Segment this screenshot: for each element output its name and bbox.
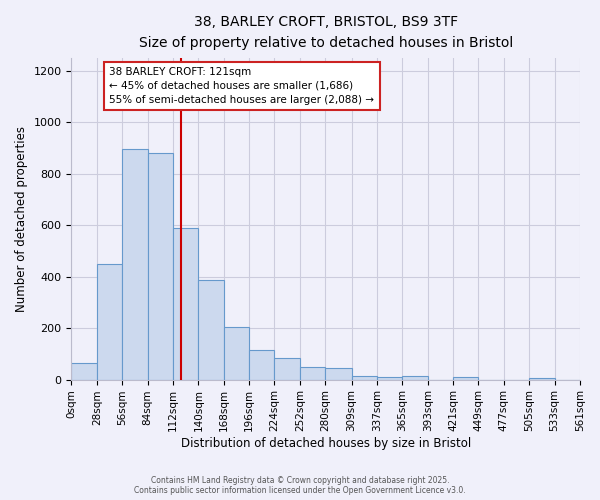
Bar xyxy=(274,358,300,380)
Bar xyxy=(403,376,428,380)
Text: 38 BARLEY CROFT: 121sqm
← 45% of detached houses are smaller (1,686)
55% of semi: 38 BARLEY CROFT: 121sqm ← 45% of detache… xyxy=(109,66,374,104)
Bar xyxy=(377,377,403,380)
Bar xyxy=(529,378,554,380)
Bar xyxy=(224,327,249,380)
X-axis label: Distribution of detached houses by size in Bristol: Distribution of detached houses by size … xyxy=(181,437,471,450)
Text: Contains HM Land Registry data © Crown copyright and database right 2025.
Contai: Contains HM Land Registry data © Crown c… xyxy=(134,476,466,495)
Bar xyxy=(249,350,274,380)
Bar xyxy=(325,368,352,380)
Bar xyxy=(97,264,122,380)
Bar xyxy=(173,228,199,380)
Y-axis label: Number of detached properties: Number of detached properties xyxy=(15,126,28,312)
Bar xyxy=(300,366,325,380)
Bar xyxy=(453,377,478,380)
Bar xyxy=(71,363,97,380)
Title: 38, BARLEY CROFT, BRISTOL, BS9 3TF
Size of property relative to detached houses : 38, BARLEY CROFT, BRISTOL, BS9 3TF Size … xyxy=(139,15,513,50)
Bar xyxy=(122,149,148,380)
Bar xyxy=(148,153,173,380)
Bar xyxy=(352,376,377,380)
Bar xyxy=(199,280,224,380)
